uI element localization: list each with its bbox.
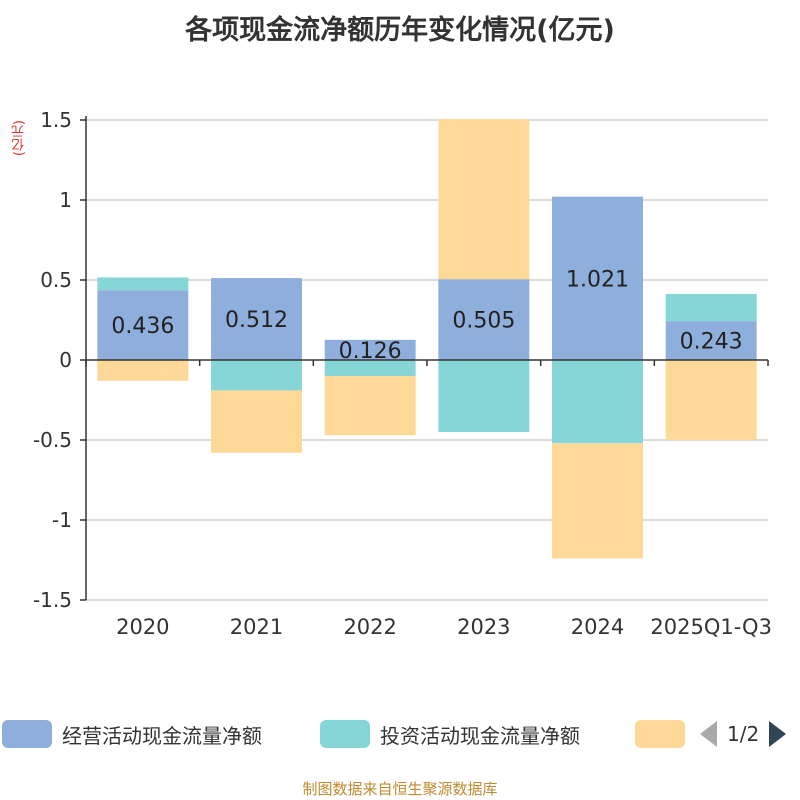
bar-investing-2024 [552,360,643,444]
bar-operating-2020 [97,290,189,360]
data-label: 1.021 [566,267,629,292]
legend-item-investing[interactable]: 投资活动现金流量净额 [320,716,580,752]
y-tick-label: 1.5 [40,108,72,132]
y-tick-label: 0 [59,348,72,372]
bar-financing-2022 [324,376,416,436]
bar-financing-2021 [211,390,302,453]
data-label: 0.512 [225,308,288,333]
x-tick-label: 2022 [343,615,396,639]
bar-investing-2022 [324,360,416,376]
data-label: 0.505 [452,309,515,334]
legend-label-investing: 投资活动现金流量净额 [380,723,580,748]
bar-operating-2024 [552,196,643,360]
bar-financing-2020 [97,360,189,381]
x-tick-label: 2020 [116,615,169,639]
legend-item-operating[interactable]: 经营活动现金流量净额 [2,716,262,752]
legend-swatch-financing [635,720,685,748]
legend-swatch-operating [2,720,52,748]
bar-operating-2025Q1-Q3 [665,321,757,360]
bar-operating-2021 [211,278,302,360]
chart-title: 各项现金流净额历年变化情况(亿元) [185,15,615,46]
data-label: 0.436 [111,314,174,339]
bar-financing-2023 [438,119,530,280]
y-tick-label: 1 [59,188,72,212]
x-tick-label: 2025Q1-Q3 [650,615,772,639]
x-tick-label: 2021 [230,615,283,639]
y-tick-label: -1 [52,508,72,532]
bar-operating-2022 [324,339,416,360]
y-tick-label: 0.5 [40,268,72,292]
bar-investing-2025Q1-Q3 [665,293,757,322]
bar-investing-2021 [211,360,302,391]
legend-label-operating: 经营活动现金流量净额 [62,723,262,748]
bar-financing-2025Q1-Q3 [665,360,757,440]
legend[interactable]: 经营活动现金流量净额 投资活动现金流量净额 [0,716,800,752]
next-page-icon[interactable] [769,721,787,747]
data-source-note: 制图数据来自恒生聚源数据库 [302,780,498,798]
data-label: 0.243 [680,330,743,355]
y-tick-label: -0.5 [33,428,72,452]
bar-investing-2023 [438,360,530,432]
x-tick-label: 2024 [571,615,624,639]
legend-item-financing[interactable] [635,716,695,752]
y-tick-label: -1.5 [33,588,72,612]
previous-page-icon[interactable] [700,721,717,747]
legend-swatch-investing [320,720,370,748]
legend-pager: 1/2 [700,716,787,752]
bar-investing-2020 [97,277,189,291]
bar-financing-2024 [552,443,643,559]
x-tick-label: 2023 [457,615,510,639]
legend-page-indicator: 1/2 [727,722,760,746]
bar-operating-2023 [438,279,530,360]
